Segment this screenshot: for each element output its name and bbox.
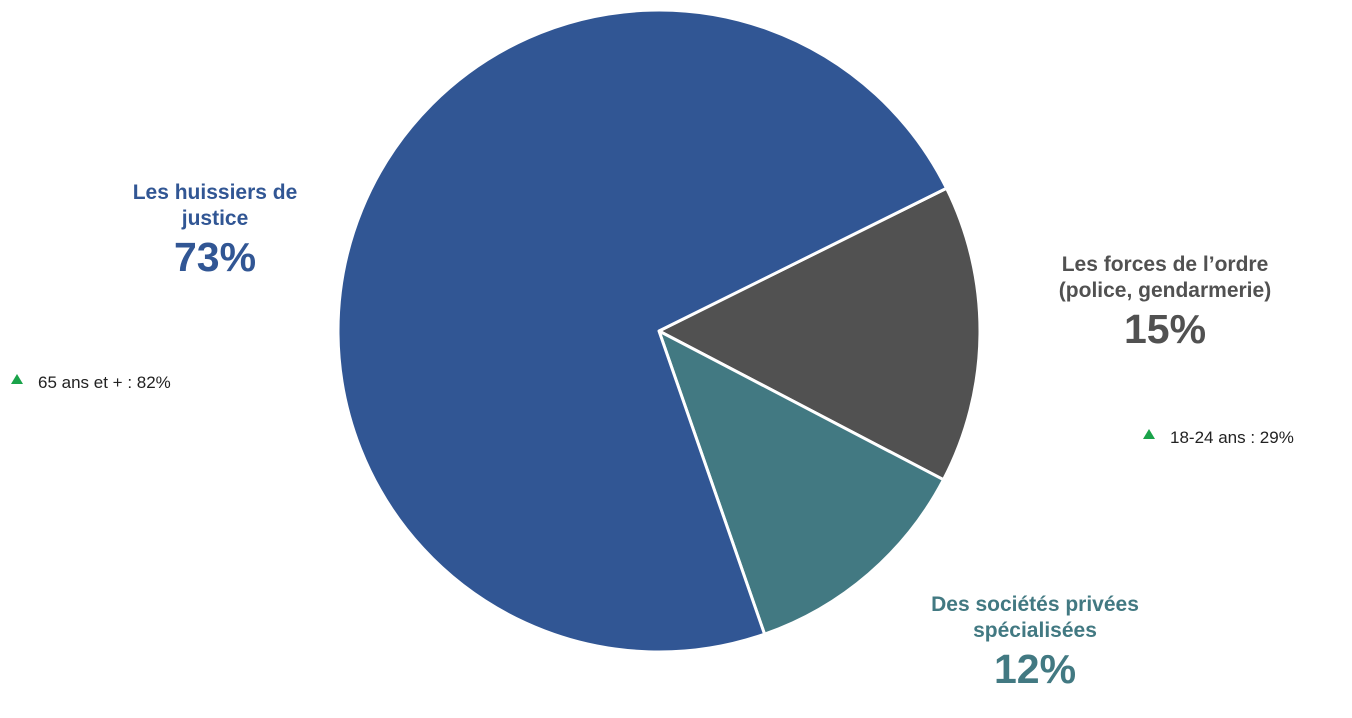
slice-name-line-2: (police, gendarmerie) bbox=[1058, 279, 1272, 303]
slice-value-label: 12% bbox=[993, 645, 1077, 692]
note-huissiers-age: 65 ans et + : 82% bbox=[11, 373, 171, 393]
triangle-up-icon bbox=[1143, 429, 1155, 439]
pie-slice-societes bbox=[657, 329, 945, 636]
slice-name-line-1: Les forces de l’ordre bbox=[1061, 253, 1269, 276]
slice-name-line-1: Les huissiers de bbox=[132, 181, 298, 204]
slice-value-label: 73% bbox=[173, 233, 257, 280]
slice-name-line-1: Des sociétés privées bbox=[931, 593, 1139, 616]
slice-value-label: 15% bbox=[1123, 305, 1207, 352]
slice-label-societes: Des sociétés privées spécialisées 12% bbox=[880, 592, 1190, 692]
slice-name-line-2: spécialisées bbox=[973, 619, 1097, 643]
note-forces-ordre-age: 18-24 ans : 29% bbox=[1143, 428, 1294, 448]
triangle-up-icon bbox=[11, 374, 23, 384]
note-text: 65 ans et + : 82% bbox=[38, 373, 171, 392]
slice-label-forces-ordre: Les forces de l’ordre (police, gendarmer… bbox=[1010, 252, 1320, 352]
note-text: 18-24 ans : 29% bbox=[1170, 428, 1294, 447]
pie-slice-forces-ordre bbox=[657, 186, 982, 482]
slice-name-line-2: justice bbox=[181, 207, 249, 231]
pie-slice-huissiers bbox=[336, 8, 949, 654]
slice-label-huissiers: Les huissiers de justice 73% bbox=[60, 180, 370, 280]
